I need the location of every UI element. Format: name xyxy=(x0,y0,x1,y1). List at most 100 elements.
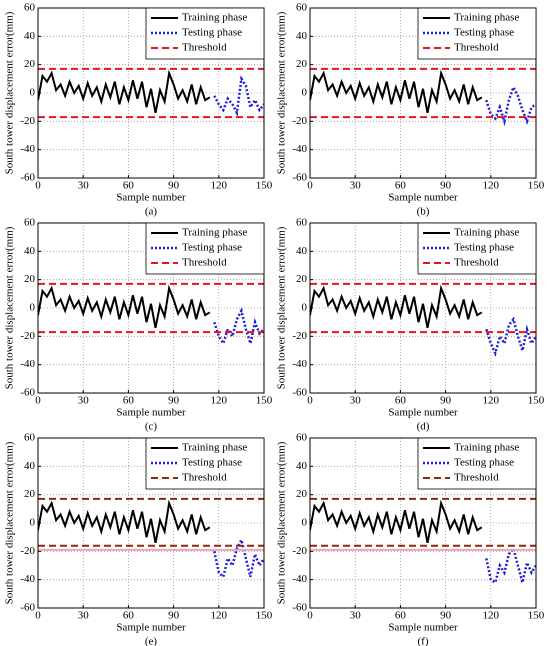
x-tick-label: 0 xyxy=(307,395,313,407)
series-line xyxy=(38,282,264,334)
y-axis-label: South tower displacement error(mm) xyxy=(276,11,288,174)
y-tick-label: 60 xyxy=(24,2,36,14)
legend-label: Testing phase xyxy=(454,27,514,39)
y-tick-label: 0 xyxy=(302,87,308,99)
series-line xyxy=(485,545,536,585)
y-tick-label: 0 xyxy=(302,517,308,529)
y-tick-label: 0 xyxy=(30,302,36,314)
legend-label: Training phase xyxy=(182,442,247,454)
series-line xyxy=(213,75,264,117)
series-line xyxy=(38,69,211,113)
y-tick-label: -40 xyxy=(292,143,307,155)
x-tick-label: 60 xyxy=(123,610,135,622)
panel: -60 -40 -20 0 20 40 60 0 30 60 90 120 150 Training ph… xyxy=(4,432,273,646)
legend-box xyxy=(145,7,265,60)
legend-label: Threshold xyxy=(454,42,499,54)
y-tick-label: -20 xyxy=(20,545,35,557)
x-axis-label: Sample number xyxy=(116,192,186,204)
x-tick-label: 120 xyxy=(483,395,500,407)
legend-box xyxy=(145,222,265,275)
y-axis-label: South tower displacement error(mm) xyxy=(276,226,288,389)
y-tick-label: -40 xyxy=(292,358,307,370)
legend-box xyxy=(417,437,537,490)
y-tick-label: 40 xyxy=(296,460,308,472)
legend-box xyxy=(145,437,265,490)
x-tick-label: 120 xyxy=(483,180,500,192)
x-axis-label: Sample number xyxy=(388,407,458,419)
series-line xyxy=(38,67,264,119)
y-tick-label: -60 xyxy=(20,172,35,184)
x-tick-label: 60 xyxy=(395,395,407,407)
series-line xyxy=(38,284,211,328)
legend-label: Testing phase xyxy=(454,242,514,254)
x-tick-label: 90 xyxy=(440,610,452,622)
legend-label: Testing phase xyxy=(182,242,242,254)
y-tick-label: 0 xyxy=(302,302,308,314)
legend-label: Testing phase xyxy=(182,27,242,39)
x-axis-label: Sample number xyxy=(116,622,186,634)
y-tick-label: 20 xyxy=(24,488,36,500)
legend-label: Threshold xyxy=(454,257,499,269)
y-tick-label: -40 xyxy=(20,358,35,370)
x-tick-label: 0 xyxy=(307,180,313,192)
x-tick-label: 90 xyxy=(168,395,180,407)
y-tick-label: 20 xyxy=(24,58,36,70)
x-tick-label: 150 xyxy=(528,395,545,407)
y-axis-label: South tower displacement error(mm) xyxy=(4,441,16,604)
panel-caption: (c) xyxy=(145,421,158,433)
x-axis-label: Sample number xyxy=(116,407,186,419)
panel: -60 -40 -20 0 20 40 60 0 30 60 90 120 150 Training ph… xyxy=(276,432,545,646)
panel-caption: (b) xyxy=(417,206,430,218)
y-tick-label: 20 xyxy=(296,58,308,70)
panel: -60 -40 -20 0 20 40 60 0 30 60 90 120 150 Training ph… xyxy=(276,217,545,433)
panel-caption: (e) xyxy=(145,636,158,646)
panel: -60 -40 -20 0 20 40 60 0 30 60 90 120 150 Training ph… xyxy=(4,2,273,218)
x-tick-label: 30 xyxy=(78,610,90,622)
x-tick-label: 30 xyxy=(78,395,90,407)
legend-box xyxy=(417,222,537,275)
y-tick-label: -40 xyxy=(20,573,35,585)
x-tick-label: 150 xyxy=(528,610,545,622)
y-tick-label: 0 xyxy=(30,517,36,529)
y-tick-label: -20 xyxy=(292,115,307,127)
y-tick-label: 40 xyxy=(296,30,308,42)
legend-label: Threshold xyxy=(182,257,227,269)
legend-label: Training phase xyxy=(182,12,247,24)
y-tick-label: 20 xyxy=(296,488,308,500)
x-axis-label: Sample number xyxy=(388,622,458,634)
x-tick-label: 30 xyxy=(350,610,362,622)
series-line xyxy=(310,67,536,119)
panel-caption: (d) xyxy=(417,421,430,433)
y-tick-label: -20 xyxy=(292,545,307,557)
y-tick-label: -60 xyxy=(292,602,307,614)
panel: -60 -40 -20 0 20 40 60 0 30 60 90 120 150 Training ph… xyxy=(276,2,545,218)
x-tick-label: 90 xyxy=(440,395,452,407)
x-tick-label: 30 xyxy=(78,180,90,192)
x-tick-label: 150 xyxy=(256,180,273,192)
legend-label: Testing phase xyxy=(454,457,514,469)
panel-caption: (f) xyxy=(418,636,429,646)
x-tick-label: 30 xyxy=(350,180,362,192)
y-tick-label: -20 xyxy=(292,330,307,342)
legend-label: Testing phase xyxy=(182,457,242,469)
legend-label: Training phase xyxy=(454,442,519,454)
x-tick-label: 90 xyxy=(168,610,180,622)
x-tick-label: 90 xyxy=(440,180,452,192)
x-tick-label: 0 xyxy=(307,610,313,622)
x-tick-label: 120 xyxy=(211,180,228,192)
x-tick-label: 30 xyxy=(350,395,362,407)
y-tick-label: 40 xyxy=(24,30,36,42)
y-tick-label: -20 xyxy=(20,330,35,342)
x-axis-label: Sample number xyxy=(388,192,458,204)
y-tick-label: -60 xyxy=(292,172,307,184)
panel: -60 -40 -20 0 20 40 60 0 30 60 90 120 150 Training ph… xyxy=(4,217,273,433)
y-tick-label: 40 xyxy=(24,460,36,472)
y-tick-label: 20 xyxy=(24,273,36,285)
y-tick-label: 60 xyxy=(296,2,308,14)
x-tick-label: 120 xyxy=(211,610,228,622)
legend-label: Training phase xyxy=(454,227,519,239)
x-tick-label: 60 xyxy=(395,180,407,192)
x-tick-label: 120 xyxy=(483,610,500,622)
